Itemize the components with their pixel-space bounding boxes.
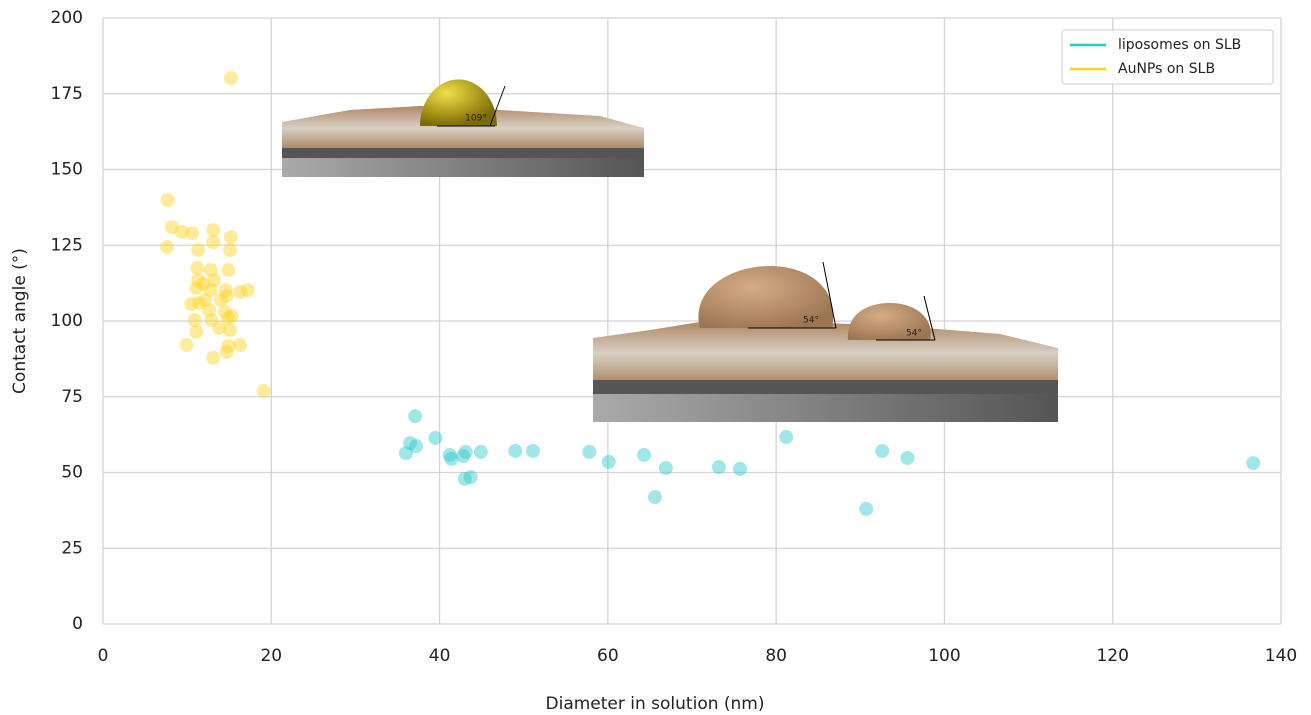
y-tick-label: 0 (72, 614, 83, 634)
x-tick-label: 0 (98, 646, 109, 666)
scatter-point (223, 243, 237, 257)
x-tick-label: 80 (765, 646, 787, 666)
scatter-point (160, 240, 174, 254)
scatter-point (206, 223, 220, 237)
scatter-point (648, 490, 662, 504)
scatter-point (444, 452, 458, 466)
scatter-point (257, 384, 271, 398)
y-tick-label: 100 (51, 311, 83, 331)
scatter-point (221, 263, 235, 277)
y-tick-label: 175 (51, 84, 83, 104)
scatter-point (161, 193, 175, 207)
x-tick-label: 60 (597, 646, 619, 666)
scatter-point (196, 277, 210, 291)
scatter-point (733, 462, 747, 476)
scatter-point (637, 448, 651, 462)
x-tick-label: 40 (429, 646, 451, 666)
scatter-point (191, 243, 205, 257)
scatter-point (712, 460, 726, 474)
x-axis-label: Diameter in solution (nm) (546, 694, 765, 714)
scatter-point (526, 444, 540, 458)
legend-label: AuNPs on SLB (1118, 61, 1215, 77)
scatter-point (508, 444, 522, 458)
scatter-point (241, 283, 255, 297)
scatter-point (779, 430, 793, 444)
y-tick-label: 200 (51, 8, 83, 28)
scatter-point (408, 409, 422, 423)
inset-liposome (593, 262, 1058, 422)
y-tick-label: 50 (61, 463, 83, 483)
annotation: 54° (906, 329, 922, 339)
scatter-point (220, 289, 234, 303)
y-tick-label: 75 (61, 387, 83, 407)
scatter-point (659, 461, 673, 475)
scatter-point (900, 451, 914, 465)
scatter-point (220, 345, 234, 359)
scatter-point (459, 445, 473, 459)
page: 109° 54° 54° Diameter in solution (nm) C… (0, 0, 1311, 715)
scatter-point (875, 444, 889, 458)
y-tick-label: 25 (61, 538, 83, 558)
scatter-point (189, 325, 203, 339)
scatter-point (582, 445, 596, 459)
scatter-point (188, 313, 202, 327)
y-axis-label: Contact angle (°) (10, 248, 30, 394)
y-tick-label: 125 (51, 235, 83, 255)
scatter-point (185, 226, 199, 240)
legend: liposomes on SLB AuNPs on SLB (1062, 30, 1273, 84)
scatter-point (464, 470, 478, 484)
plot-area (103, 18, 1281, 624)
annotation: 109° (465, 114, 487, 124)
scatter-point (190, 261, 204, 275)
y-tick-label: 150 (51, 160, 83, 180)
legend-label: liposomes on SLB (1118, 37, 1241, 53)
scatter-point (1246, 456, 1260, 470)
chart: 109° 54° 54° Diameter in solution (nm) C… (0, 0, 1311, 715)
scatter-point (428, 431, 442, 445)
scatter-point (602, 455, 616, 469)
scatter-point (474, 445, 488, 459)
scatter-point (409, 439, 423, 453)
x-tick-label: 100 (928, 646, 960, 666)
scatter-point (859, 502, 873, 516)
scatter-point (224, 230, 238, 244)
annotation: 54° (803, 316, 819, 326)
scatter-point (233, 338, 247, 352)
scatter-point (206, 235, 220, 249)
scatter-point (206, 351, 220, 365)
x-tick-label: 120 (1096, 646, 1128, 666)
scatter-point (224, 71, 238, 85)
x-tick-label: 20 (260, 646, 282, 666)
scatter-point (223, 323, 237, 337)
x-tick-label: 140 (1265, 646, 1297, 666)
scatter-point (179, 338, 193, 352)
